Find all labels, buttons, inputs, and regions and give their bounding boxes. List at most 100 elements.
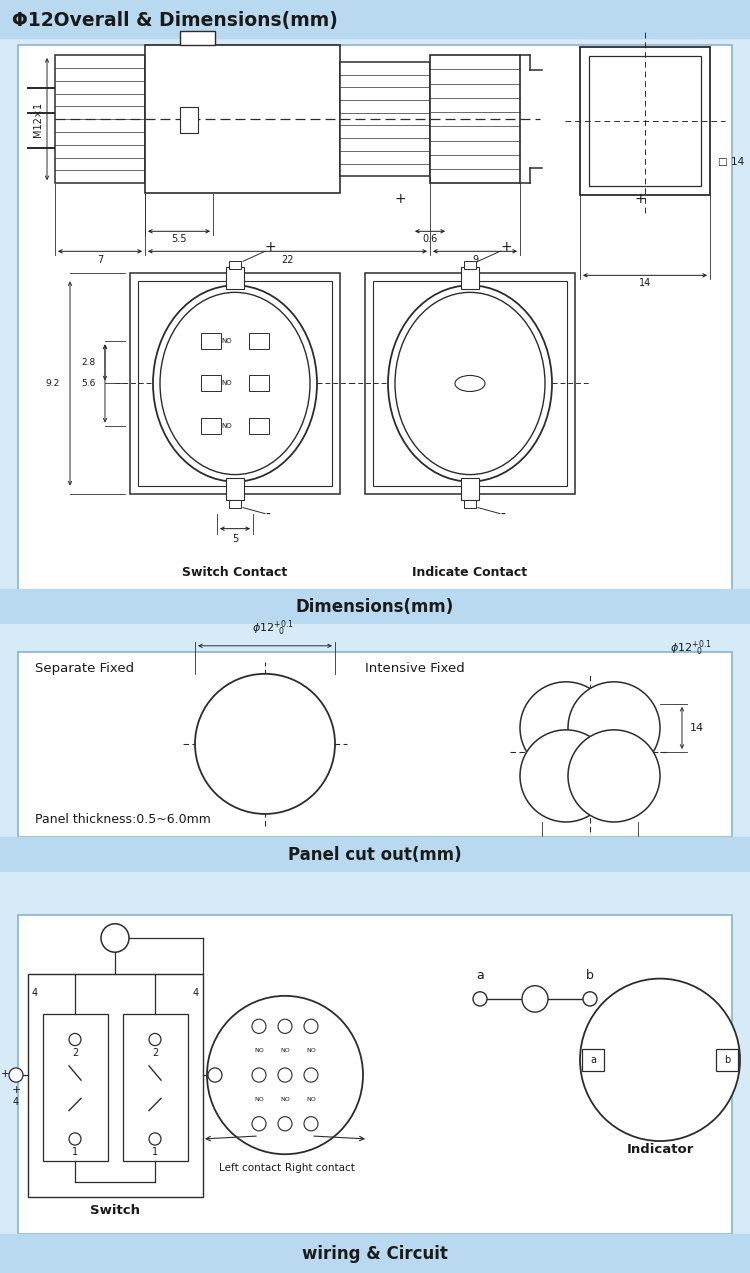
- Text: NO: NO: [222, 423, 232, 429]
- Text: +: +: [634, 192, 646, 206]
- Bar: [18, 914, 732, 1235]
- Circle shape: [149, 1034, 161, 1045]
- Text: NO: NO: [222, 339, 232, 345]
- Bar: [580, 47, 710, 195]
- Text: 4: 4: [212, 1097, 218, 1108]
- Text: Switch: Switch: [90, 1204, 140, 1217]
- Text: Separate Fixed: Separate Fixed: [35, 662, 134, 675]
- Bar: [430, 55, 520, 183]
- Text: Right contact: Right contact: [285, 1164, 355, 1174]
- Circle shape: [580, 979, 740, 1141]
- Text: 2: 2: [72, 1048, 78, 1058]
- Text: -: -: [218, 1069, 228, 1080]
- Bar: [55, 55, 145, 183]
- Text: -: -: [500, 508, 505, 522]
- Text: 22: 22: [280, 256, 293, 265]
- Text: NO: NO: [254, 1048, 264, 1053]
- Bar: [249, 418, 269, 434]
- Bar: [0, 0, 750, 38]
- Bar: [0, 588, 750, 624]
- Circle shape: [522, 985, 548, 1012]
- Bar: [145, 45, 340, 193]
- Bar: [28, 974, 203, 1197]
- Bar: [201, 418, 221, 434]
- Text: 14: 14: [639, 279, 651, 289]
- Circle shape: [149, 1133, 161, 1146]
- Text: +: +: [11, 1086, 21, 1095]
- Text: Panel cut out(mm): Panel cut out(mm): [288, 847, 462, 864]
- Bar: [464, 261, 476, 270]
- Bar: [461, 267, 479, 289]
- Text: a: a: [590, 1055, 596, 1064]
- Text: M12×1: M12×1: [33, 102, 43, 136]
- Text: NO: NO: [254, 1097, 264, 1102]
- Text: NO: NO: [280, 1048, 290, 1053]
- Circle shape: [195, 673, 335, 813]
- Ellipse shape: [153, 285, 317, 481]
- Text: 14: 14: [583, 847, 597, 855]
- Bar: [226, 267, 244, 289]
- Text: Switch Contact: Switch Contact: [182, 565, 288, 579]
- Text: □ 14: □ 14: [718, 157, 744, 167]
- Bar: [201, 376, 221, 392]
- Circle shape: [69, 1133, 81, 1146]
- Circle shape: [252, 1068, 266, 1082]
- Bar: [138, 281, 332, 485]
- Text: 4: 4: [13, 1097, 19, 1108]
- Text: 5: 5: [232, 533, 238, 544]
- Circle shape: [278, 1068, 292, 1082]
- Circle shape: [568, 729, 660, 822]
- Circle shape: [583, 992, 597, 1006]
- Bar: [226, 477, 244, 499]
- Circle shape: [278, 1020, 292, 1034]
- Text: Left contact: Left contact: [219, 1164, 281, 1174]
- Text: 9: 9: [472, 256, 478, 265]
- Circle shape: [304, 1068, 318, 1082]
- Bar: [249, 334, 269, 349]
- Text: b: b: [724, 1055, 730, 1064]
- Circle shape: [252, 1020, 266, 1034]
- Bar: [130, 274, 340, 494]
- Circle shape: [520, 682, 612, 774]
- Bar: [43, 1015, 108, 1161]
- Circle shape: [9, 1068, 23, 1082]
- Bar: [0, 1235, 750, 1273]
- Text: +: +: [500, 241, 512, 255]
- Text: 7: 7: [97, 256, 103, 265]
- Text: 14: 14: [690, 723, 704, 733]
- Text: NO: NO: [222, 381, 232, 387]
- Bar: [365, 274, 575, 494]
- Bar: [461, 477, 479, 499]
- Text: -: -: [213, 1086, 217, 1095]
- Bar: [249, 376, 269, 392]
- Text: +: +: [265, 241, 277, 255]
- Bar: [0, 836, 750, 872]
- Text: 0.6: 0.6: [422, 234, 438, 244]
- Text: $\phi$12$^{+0.1}_{\ \ 0}$: $\phi$12$^{+0.1}_{\ \ 0}$: [670, 639, 712, 658]
- Text: 5.6: 5.6: [82, 379, 96, 388]
- Bar: [340, 62, 430, 176]
- Bar: [180, 107, 198, 134]
- Text: NO: NO: [306, 1097, 316, 1102]
- Text: -: -: [265, 508, 270, 522]
- Circle shape: [101, 924, 129, 952]
- Text: Intensive Fixed: Intensive Fixed: [365, 662, 465, 675]
- Bar: [582, 1049, 604, 1071]
- Bar: [589, 56, 701, 186]
- Circle shape: [568, 682, 660, 774]
- Text: 2.8: 2.8: [82, 358, 96, 367]
- Circle shape: [208, 1068, 222, 1082]
- Circle shape: [278, 1116, 292, 1130]
- Text: 5.5: 5.5: [171, 234, 187, 244]
- Circle shape: [520, 729, 612, 822]
- Text: 9.2: 9.2: [46, 379, 60, 388]
- Bar: [18, 45, 732, 593]
- Text: wiring & Circuit: wiring & Circuit: [302, 1245, 448, 1263]
- Bar: [201, 334, 221, 349]
- Text: Dimensions(mm): Dimensions(mm): [296, 598, 454, 616]
- Bar: [18, 652, 732, 836]
- Text: +: +: [2, 1069, 13, 1080]
- Circle shape: [473, 992, 487, 1006]
- Circle shape: [304, 1020, 318, 1034]
- Text: 4: 4: [32, 988, 38, 998]
